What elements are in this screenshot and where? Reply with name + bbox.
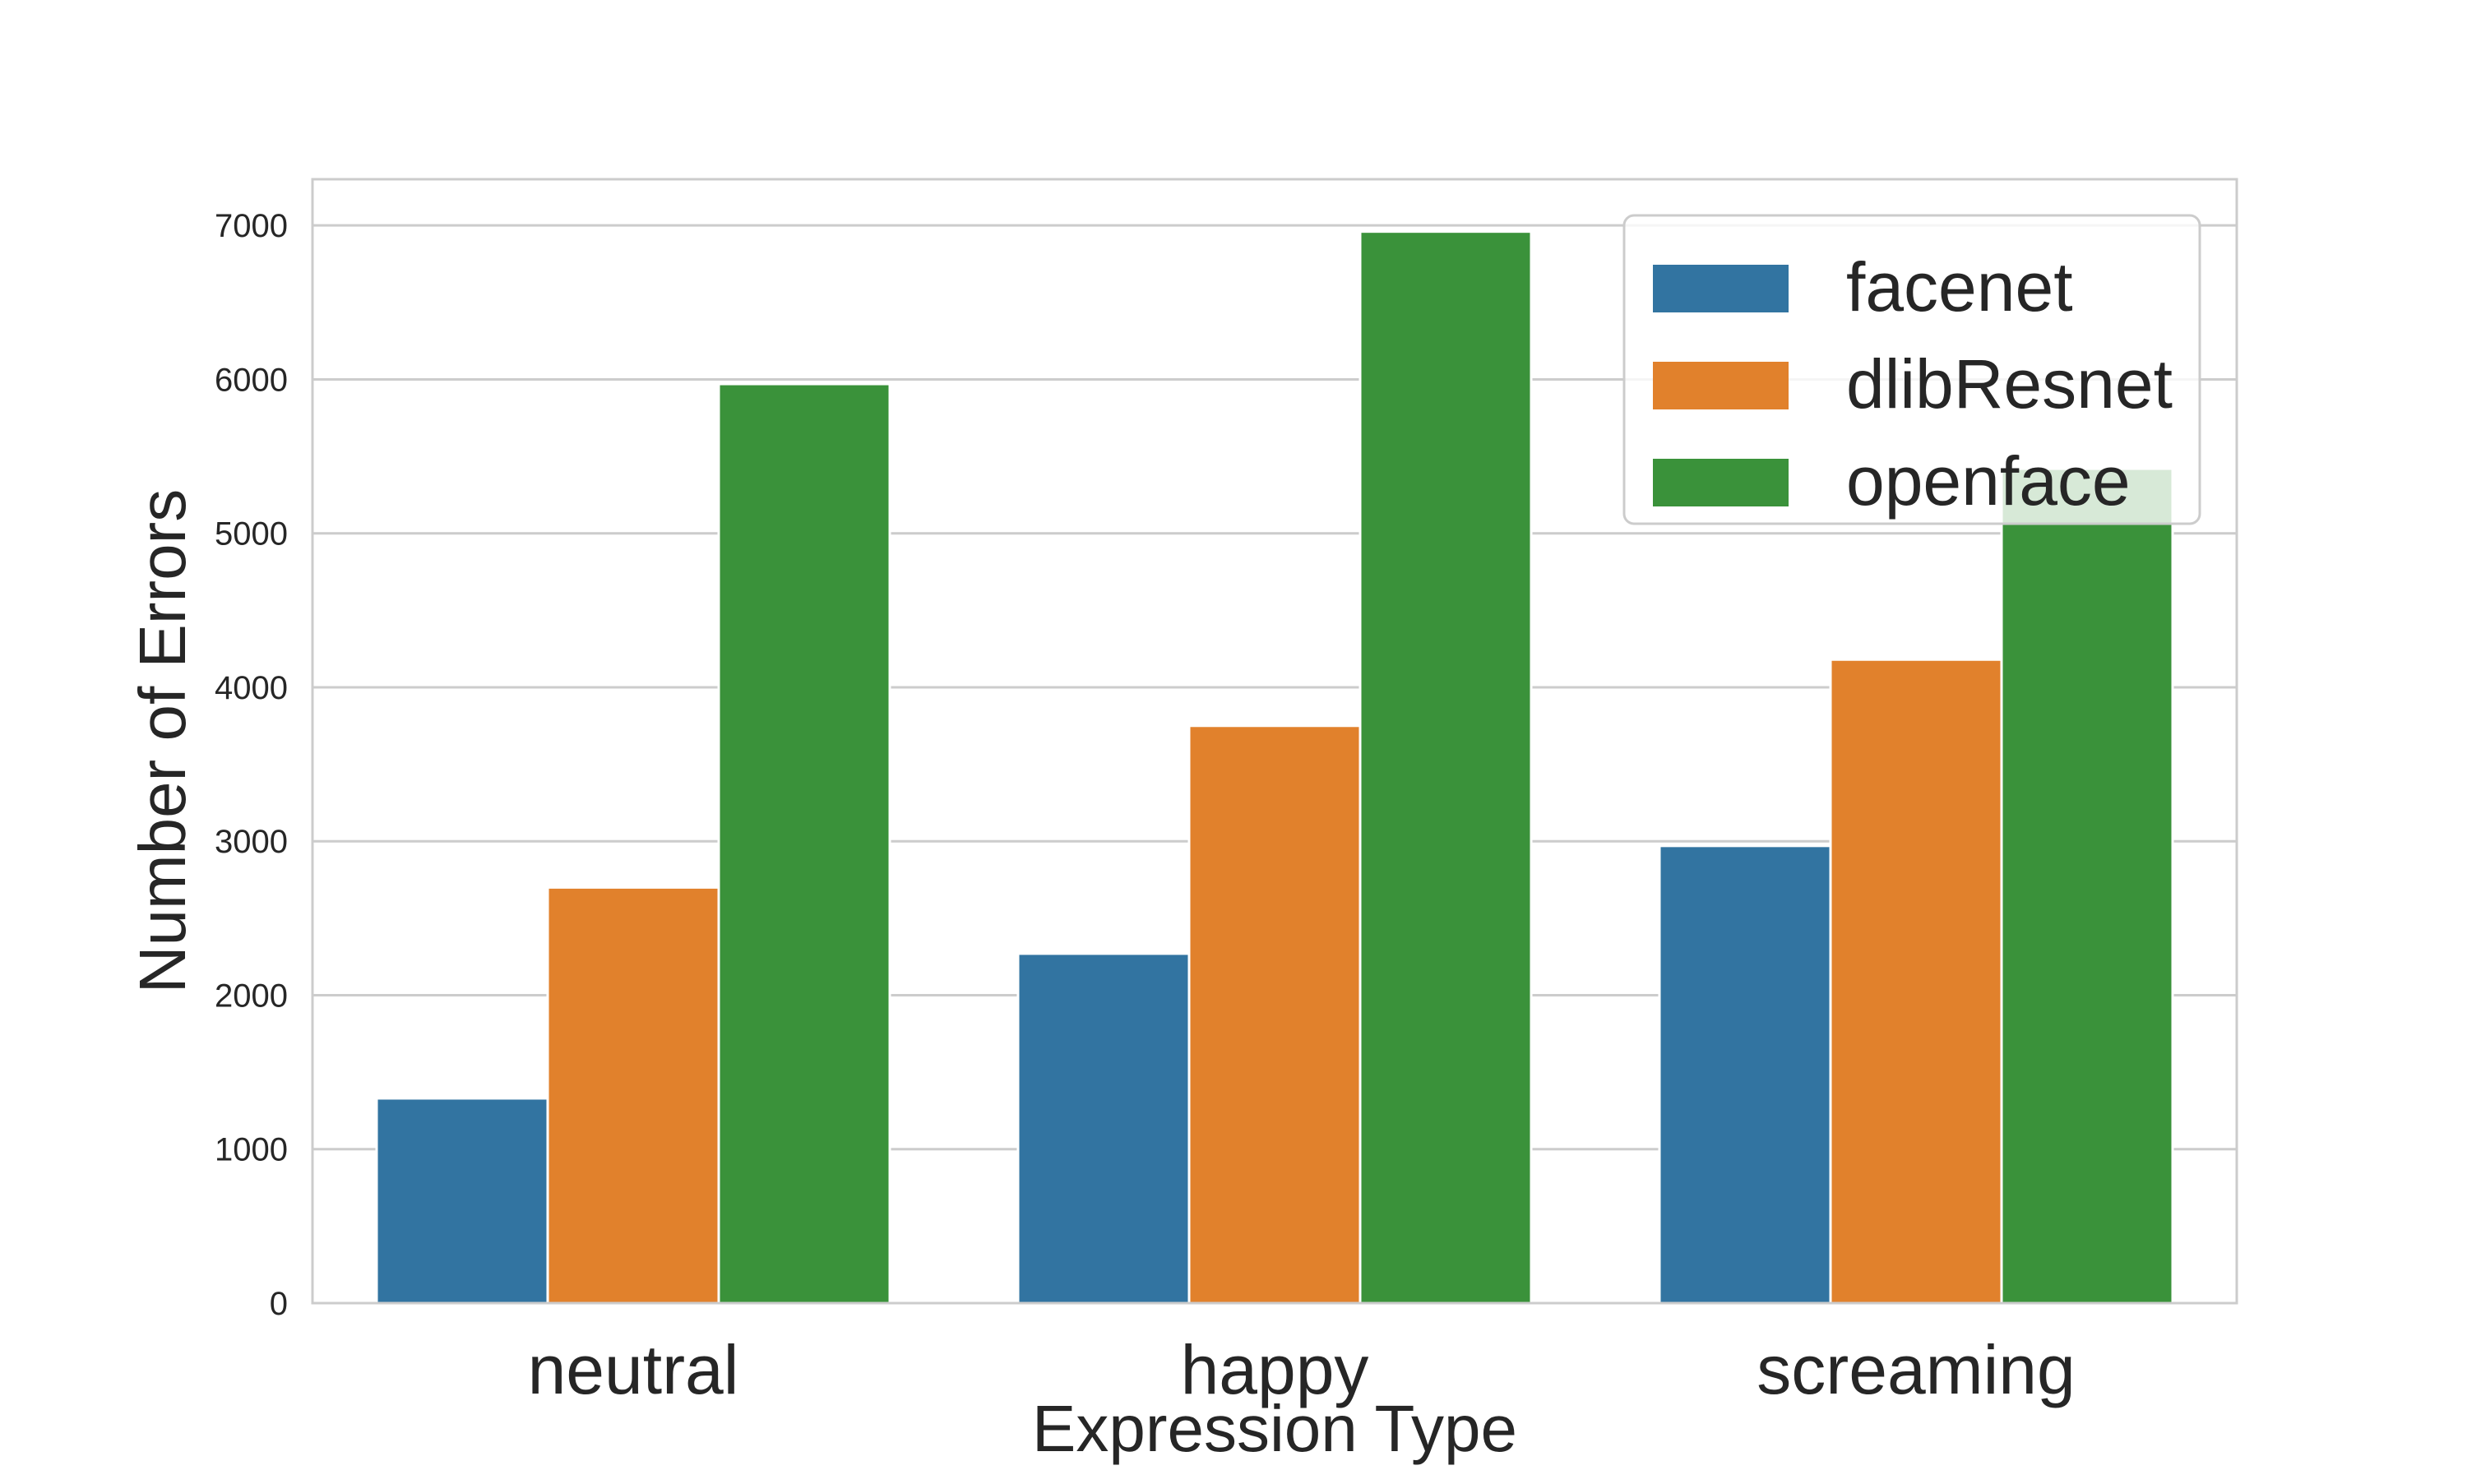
legend: facenet dlibResnet openface xyxy=(1622,214,2201,525)
tick-layer: 0 1000 2000 3000 4000 5000 6000 7000 neutral happ… xyxy=(215,208,2076,1408)
y-tick-label: 7000 xyxy=(215,208,288,244)
bar-facenet-happy xyxy=(1016,952,1191,1305)
y-axis-label: Number of Errors xyxy=(126,489,199,993)
x-tick-label: happy xyxy=(1181,1331,1369,1408)
x-tick-label: neutral xyxy=(528,1331,739,1408)
x-axis-label: Expression Type xyxy=(1032,1392,1517,1465)
bar-openface-screaming xyxy=(2000,467,2174,1305)
y-tick-label: 1000 xyxy=(215,1132,288,1168)
y-tick-label: 6000 xyxy=(215,362,288,398)
legend-swatch-openface xyxy=(1653,459,1789,506)
bar-openface-neutral xyxy=(717,382,891,1305)
y-tick-label: 3000 xyxy=(215,824,288,860)
bar-layer xyxy=(375,230,2174,1305)
legend-swatch-dlibResnet xyxy=(1653,362,1789,409)
y-tick-label: 5000 xyxy=(215,516,288,552)
plot-frame xyxy=(311,178,2238,1305)
bar-facenet-neutral xyxy=(375,1097,549,1305)
bar-openface-happy xyxy=(1358,230,1533,1305)
bar-dlibResnet-happy xyxy=(1187,724,1362,1305)
legend-label-dlibResnet: dlibResnet xyxy=(1846,345,2173,423)
bar-facenet-screaming xyxy=(1658,844,1832,1305)
y-tick-label: 4000 xyxy=(215,670,288,706)
bar-dlibResnet-neutral xyxy=(546,885,720,1305)
legend-label-facenet: facenet xyxy=(1846,248,2073,326)
legend-label-openface: openface xyxy=(1846,442,2131,520)
legend-swatch-facenet xyxy=(1653,265,1789,312)
bar-dlibResnet-screaming xyxy=(1829,658,2003,1305)
y-tick-label: 0 xyxy=(270,1286,288,1322)
y-tick-label: 2000 xyxy=(215,978,288,1014)
x-tick-label: screaming xyxy=(1757,1331,2075,1408)
legend-items: facenet dlibResnet openface xyxy=(1653,248,2173,520)
